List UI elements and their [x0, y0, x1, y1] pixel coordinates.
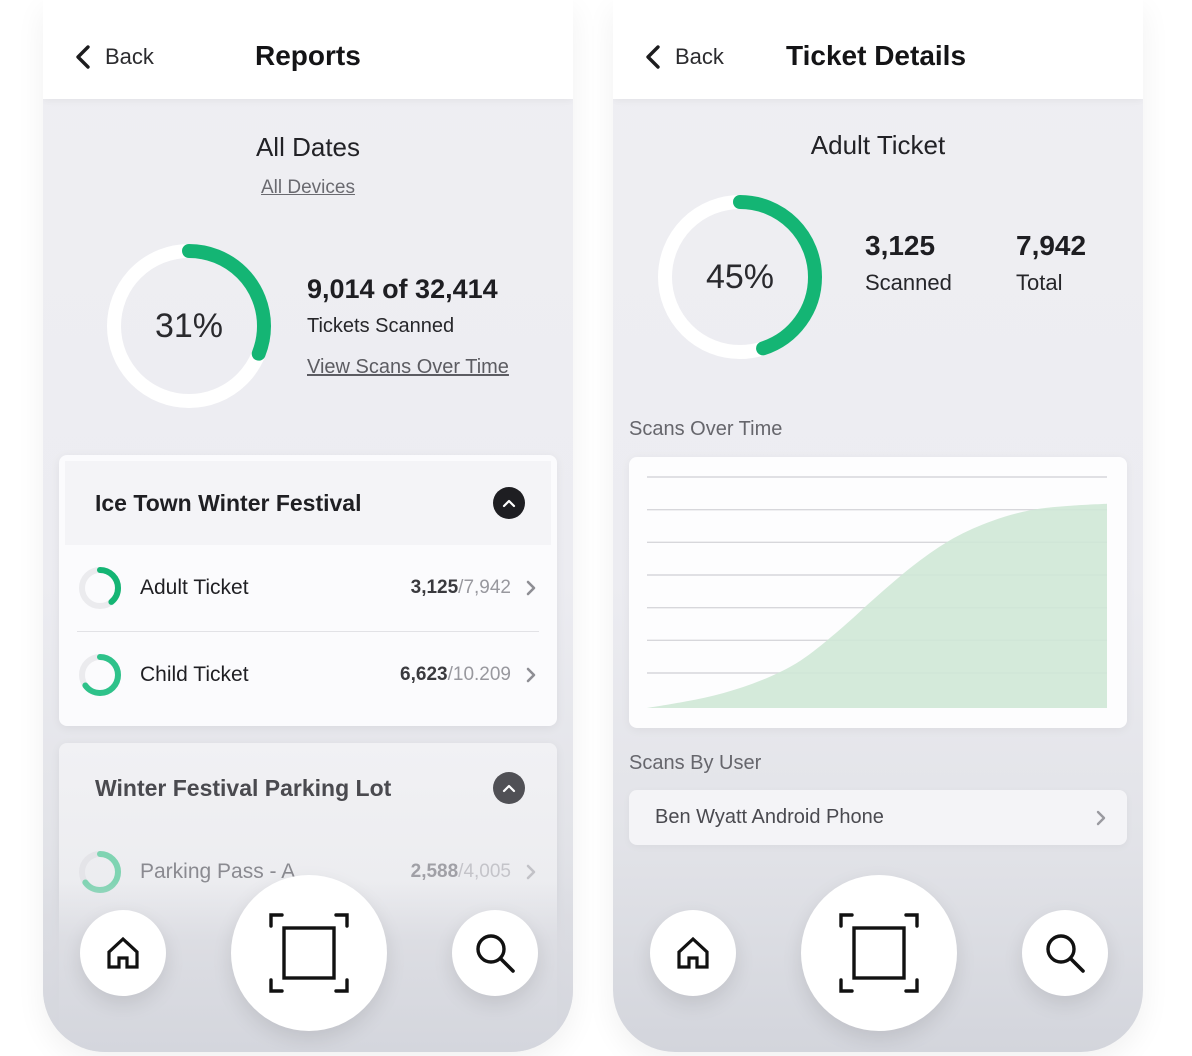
event-card: Ice Town Winter Festival Adult Ticket 3,… — [59, 455, 557, 726]
ticket-percent: 45% — [705, 257, 775, 296]
scans-over-time-chart — [629, 457, 1127, 728]
reports-screen: Back Reports All Dates All Devices 31% 9… — [43, 0, 573, 1052]
scan-button[interactable] — [231, 875, 387, 1031]
ticket-name: Adult Ticket — [810, 130, 946, 160]
device-filter-link[interactable]: All Devices — [261, 177, 355, 198]
home-button[interactable] — [650, 910, 736, 996]
summary-percent: 31% — [154, 306, 224, 345]
chevron-right-icon — [526, 667, 536, 682]
total-value: 7,942 — [1016, 230, 1087, 261]
ticket-row[interactable]: Child Ticket 6,623/10.209 — [77, 631, 539, 717]
collapse-button[interactable] — [493, 487, 525, 519]
scanned-label: Scanned — [865, 270, 952, 295]
chevron-left-icon — [646, 45, 660, 69]
ticket-name: Parking Pass - A — [140, 860, 296, 883]
reports-header: Back Reports — [43, 0, 573, 99]
event-title: Ice Town Winter Festival — [95, 489, 362, 516]
ticket-row[interactable]: Adult Ticket 3,125/7,942 — [77, 545, 539, 631]
ticket-scanned-count: 2,588 — [410, 861, 459, 882]
ticket-details-screen: Back Ticket Details Adult Ticket 45% 3,1… — [613, 0, 1143, 1052]
scan-icon — [269, 913, 349, 993]
collapse-button[interactable] — [493, 772, 525, 804]
back-button[interactable]: Back — [643, 44, 724, 70]
area-chart — [647, 476, 1107, 708]
event-title: Winter Festival Parking Lot — [95, 774, 392, 801]
ticket-scanned-count: 6,623 — [400, 663, 448, 685]
back-label: Back — [675, 44, 724, 69]
ticket-scanned-count: 3,125 — [410, 577, 459, 598]
ticket-name: Child Ticket — [140, 662, 249, 686]
scanned-value: 3,125 — [865, 230, 936, 261]
event-card-header[interactable]: Ice Town Winter Festival — [65, 461, 551, 545]
chevron-up-icon — [502, 499, 516, 508]
page-title: Ticket Details — [786, 40, 967, 71]
back-button[interactable]: Back — [73, 44, 154, 70]
back-label: Back — [105, 44, 154, 69]
search-button[interactable] — [1022, 910, 1108, 996]
chevron-right-icon — [1096, 810, 1106, 825]
search-icon — [476, 934, 515, 973]
search-icon — [1046, 934, 1085, 973]
ticket-progress-ring: 45% — [654, 191, 826, 363]
ticket-progress-ring — [79, 653, 121, 696]
scan-button[interactable] — [801, 875, 957, 1031]
chevron-up-icon — [502, 784, 516, 793]
summary-count: 9,014 of 32,414 — [307, 274, 498, 304]
ticket-separator: / — [458, 861, 464, 882]
ticket-separator: / — [458, 577, 464, 598]
home-icon — [677, 936, 709, 969]
scans-by-user-label: Scans By User — [629, 752, 762, 774]
summary-label: Tickets Scanned — [307, 315, 455, 337]
ticket-total-count: 7,942 — [463, 577, 511, 598]
home-button[interactable] — [80, 910, 166, 996]
chevron-right-icon — [526, 864, 536, 880]
page-title: Reports — [255, 40, 361, 71]
user-row[interactable]: Ben Wyatt Android Phone — [629, 790, 1127, 845]
ticket-separator: / — [447, 663, 453, 685]
scans-over-time-label: Scans Over Time — [629, 418, 783, 440]
ticket-total-count: 4,005 — [463, 861, 511, 882]
search-button[interactable] — [452, 910, 538, 996]
total-label: Total — [1016, 270, 1063, 295]
date-filter[interactable]: All Dates — [255, 132, 361, 162]
home-icon — [107, 936, 139, 969]
area-series — [647, 503, 1107, 708]
ticket-total-count: 10.209 — [452, 663, 511, 685]
view-scans-over-time-link[interactable]: View Scans Over Time — [307, 356, 509, 378]
ticket-details-header: Back Ticket Details — [613, 0, 1143, 99]
chevron-right-icon — [526, 580, 536, 596]
ticket-name: Adult Ticket — [140, 576, 249, 599]
ticket-progress-ring — [79, 567, 121, 609]
scan-icon — [839, 913, 919, 993]
chevron-left-icon — [76, 45, 90, 69]
user-name: Ben Wyatt Android Phone — [655, 806, 884, 828]
summary-progress-ring: 31% — [103, 240, 275, 412]
event-card-header[interactable]: Winter Festival Parking Lot — [65, 746, 551, 830]
